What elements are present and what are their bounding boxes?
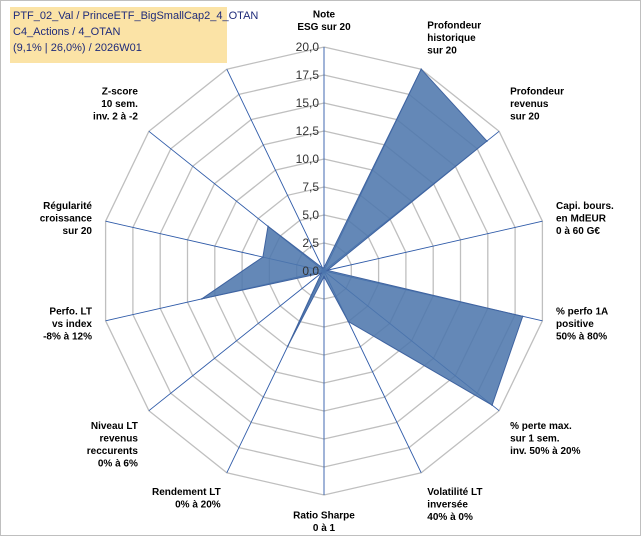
axis-label: Régularité croissance sur 20	[40, 201, 93, 237]
axis-label-line: sur 20	[510, 112, 540, 123]
axis-label-line: 50% à 80%	[556, 332, 607, 343]
radial-tick-label: 10,0	[296, 152, 320, 166]
axis-label: Profondeur revenus sur 20	[510, 87, 564, 123]
axis-label-line: 0 à 1	[313, 523, 336, 534]
axis-label-line: -8% à 12%	[43, 332, 92, 343]
axis-label-line: reccurents	[87, 446, 139, 457]
data-point	[200, 298, 203, 300]
axis-label-line: positive	[556, 319, 594, 330]
radial-tick-label: 17,5	[296, 68, 320, 82]
axis-label-line: 40% à 0%	[427, 512, 473, 523]
axis-label: Volatilité LT inversée 40% à 0%	[427, 487, 482, 523]
axis-label: Profondeur historique sur 20	[427, 21, 481, 57]
radial-tick-label: 20,0	[296, 40, 320, 54]
data-point	[491, 404, 493, 406]
axis-label-line: 10 sem.	[101, 99, 138, 110]
data-point	[521, 315, 524, 318]
chart-info-box: PTF_02_Val / PrinceETF_BigSmallCap2_4_OT…	[10, 7, 258, 63]
data-point	[267, 225, 269, 228]
axis-label: % perfo 1A positive 50% à 80%	[556, 307, 608, 343]
radial-tick-label: 0,0	[302, 264, 319, 278]
axis-label-line: Ratio Sharpe	[293, 511, 355, 522]
axis-label-line: 0% à 6%	[98, 458, 138, 469]
data-point	[320, 272, 323, 274]
axis-label: Rendement LT 0% à 20%	[152, 487, 221, 511]
axis-label-line: 0 à 60 G€	[556, 226, 600, 237]
axis-label: % perte max. sur 1 sem. inv. 50% à 20%	[510, 421, 581, 457]
radial-tick-label: 15,0	[296, 96, 320, 110]
axis-label-line: croissance	[40, 213, 93, 224]
axis-label-line: inv. 2 à -2	[93, 112, 138, 123]
radial-tick-label: 7,5	[302, 180, 319, 194]
axis-label-line: Capi. bours.	[556, 201, 614, 212]
axis-label-line: Profondeur	[510, 87, 564, 98]
axis-label-line: ESG sur 20	[297, 22, 351, 33]
data-point	[262, 256, 264, 258]
radial-tick-label: 12,5	[296, 124, 320, 138]
info-line-category: C4_Actions / 4_OTAN	[13, 26, 121, 38]
axis-label-line: % perfo 1A	[556, 307, 608, 318]
data-point	[323, 266, 325, 269]
axis-label-line: vs index	[52, 319, 92, 330]
data-point	[326, 269, 329, 272]
axis-spoke	[323, 220, 543, 272]
info-line-portfolio: PTF_02_Val / PrinceETF_BigSmallCap2_4_OT…	[13, 10, 259, 22]
data-point	[321, 267, 324, 269]
axis-label-line: sur 20	[63, 226, 93, 237]
axis-label-line: Profondeur	[427, 21, 481, 32]
axis-label: Ratio Sharpe 0 à 1	[293, 511, 355, 535]
data-point	[287, 344, 289, 347]
axis-label: Z-score 10 sem. inv. 2 à -2	[93, 87, 138, 123]
axis-label-line: Volatilité LT	[427, 487, 482, 498]
info-line-stats: (9,1% | 26,0%) / 2026W01	[13, 42, 142, 54]
axis-label-line: 0% à 20%	[175, 499, 221, 510]
axis-label-line: Z-score	[102, 87, 139, 98]
axis-label: Note ESG sur 20	[297, 10, 351, 34]
axis-label-line: Rendement LT	[152, 487, 221, 498]
axis-label-line: Perfo. LT	[49, 307, 92, 318]
axis-label-line: Note	[313, 10, 336, 21]
axis-label-line: historique	[427, 33, 476, 44]
axis-label-line: en MdEUR	[556, 213, 607, 224]
axis-label-line: revenus	[100, 433, 139, 444]
axis-label-line: revenus	[510, 99, 549, 110]
axis-label-line: sur 20	[427, 46, 457, 57]
data-point	[420, 68, 423, 70]
axis-label-line: % perte max.	[510, 421, 572, 432]
axis-label: Capi. bours. en MdEUR 0 à 60 G€	[556, 201, 614, 237]
axis-label-line: Niveau LT	[91, 421, 138, 432]
axis-label-line: inv. 50% à 20%	[510, 446, 581, 457]
axis-spoke	[226, 69, 325, 272]
axis-label: Perfo. LT vs index -8% à 12%	[43, 307, 92, 343]
radial-tick-label: 5,0	[302, 208, 319, 222]
data-point	[347, 320, 350, 323]
axis-label-line: inversée	[427, 499, 468, 510]
axis-spoke	[148, 270, 325, 412]
axis-label: Niveau LT revenus reccurents 0% à 6%	[87, 421, 139, 470]
data-point	[323, 275, 325, 278]
axis-label-line: Régularité	[43, 201, 92, 212]
data-point	[486, 140, 488, 142]
radial-tick-label: 2,5	[302, 236, 319, 250]
axis-label-line: sur 1 sem.	[510, 433, 560, 444]
